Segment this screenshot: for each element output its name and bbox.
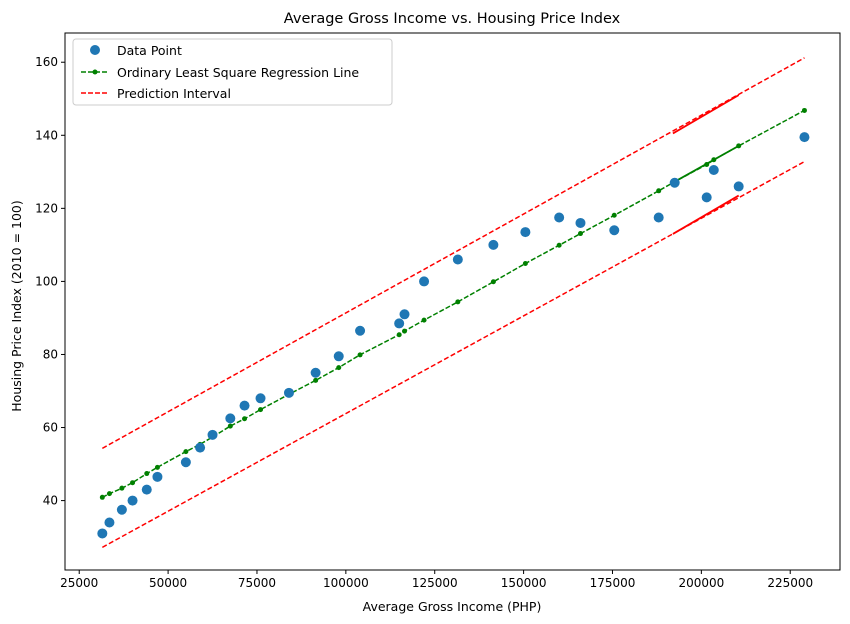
- axis-ticks: 25000 50000 75000 100000 125000 150000 175000 2…: [35, 55, 813, 590]
- y-tick-label: 100: [35, 274, 58, 288]
- regression-marker: [336, 365, 342, 371]
- regression-marker: [402, 328, 408, 334]
- regression-marker: [522, 261, 528, 267]
- legend-regression-marker: [92, 69, 98, 75]
- data-point: [283, 387, 294, 398]
- axes-frame: [64, 32, 841, 571]
- data-point: [225, 413, 236, 424]
- data-point: [701, 192, 712, 203]
- x-tick-label: 125000: [412, 576, 458, 590]
- regression-marker: [227, 423, 233, 429]
- x-tick-label: 150000: [501, 576, 547, 590]
- x-tick-label: 200000: [678, 576, 724, 590]
- y-tick-label: 60: [43, 421, 58, 435]
- regression-marker: [421, 317, 427, 323]
- x-tick-label: 100000: [323, 576, 369, 590]
- x-tick-label: 25000: [60, 576, 98, 590]
- regression-marker: [490, 279, 496, 285]
- data-point: [520, 227, 531, 238]
- x-tick-label: 75000: [238, 576, 276, 590]
- regression-marker: [611, 212, 617, 218]
- legend-label-data-point: Data Point: [117, 43, 182, 58]
- regression-marker: [704, 162, 710, 168]
- regression-marker: [313, 377, 319, 383]
- regression-marker: [183, 449, 189, 455]
- regression-marker: [258, 407, 264, 413]
- data-point: [355, 325, 366, 336]
- data-point: [419, 276, 430, 287]
- regression-marker: [656, 188, 662, 194]
- x-axis-label: Average Gross Income (PHP): [363, 599, 542, 614]
- y-tick-label: 160: [35, 55, 58, 69]
- data-point: [207, 429, 218, 440]
- data-point: [488, 239, 499, 250]
- prediction-upper-line: [101, 57, 805, 450]
- regression-marker: [242, 416, 248, 422]
- y-tick-label: 40: [43, 494, 58, 508]
- legend-data-point-marker: [90, 45, 100, 55]
- data-point: [97, 528, 108, 539]
- legend-label-prediction: Prediction Interval: [117, 86, 231, 101]
- regression-marker: [556, 242, 562, 248]
- data-point: [733, 181, 744, 192]
- legend-label-regression: Ordinary Least Square Regression Line: [117, 65, 359, 80]
- data-point: [399, 309, 410, 320]
- data-point: [152, 471, 163, 482]
- data-point: [127, 495, 138, 506]
- data-point: [653, 212, 664, 223]
- regression-marker: [357, 352, 363, 358]
- regression-marker: [130, 480, 136, 486]
- data-point: [239, 400, 250, 411]
- y-tick-label: 80: [43, 347, 58, 361]
- data-point: [180, 457, 191, 468]
- x-tick-label: 50000: [149, 576, 187, 590]
- regression-marker: [106, 491, 112, 497]
- y-tick-label: 120: [35, 201, 58, 215]
- data-point: [554, 212, 565, 223]
- data-point: [333, 351, 344, 362]
- regression-marker: [711, 157, 717, 163]
- prediction-upper-segment: [672, 94, 740, 135]
- legend: Data Point Ordinary Least Square Regress…: [72, 38, 393, 106]
- data-point: [669, 177, 680, 188]
- x-tick-label: 175000: [590, 576, 636, 590]
- data-point: [255, 393, 266, 404]
- legend-box: [72, 38, 393, 106]
- x-tick-label: 225000: [767, 576, 813, 590]
- prediction-lower-segment: [672, 194, 740, 235]
- regression-marker: [144, 471, 150, 477]
- data-point: [575, 217, 586, 228]
- data-point: [708, 164, 719, 175]
- chart-title: Average Gross Income vs. Housing Price I…: [284, 11, 621, 27]
- regression-marker: [99, 494, 105, 500]
- y-tick-label: 140: [35, 128, 58, 142]
- y-axis-label: Housing Price Index (2010 = 100): [9, 200, 24, 411]
- regression-marker: [455, 299, 461, 305]
- data-point: [452, 254, 463, 265]
- regression-marker: [577, 231, 583, 237]
- data-point: [609, 225, 620, 236]
- regression-marker: [736, 143, 742, 149]
- regression-marker: [801, 107, 807, 113]
- plot-area: [97, 57, 810, 549]
- regression-marker: [396, 332, 402, 338]
- data-point: [799, 132, 810, 143]
- data-point: [116, 504, 127, 515]
- data-point: [141, 484, 152, 495]
- data-point: [104, 517, 115, 528]
- data-point: [310, 367, 321, 378]
- data-point: [394, 318, 405, 329]
- data-point: [195, 442, 206, 453]
- regression-marker: [119, 485, 125, 491]
- regression-marker: [154, 464, 160, 470]
